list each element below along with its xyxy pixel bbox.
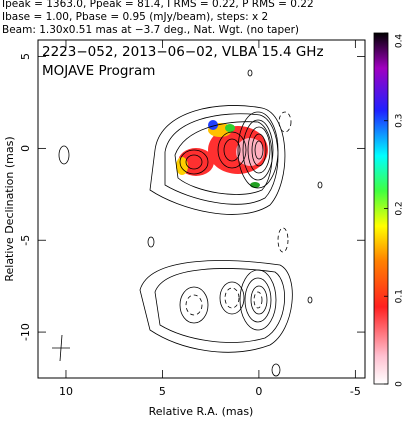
image	[52, 69, 323, 377]
colorbar-tick-label: 0	[395, 381, 405, 387]
x-axis-label: Relative R.A. (mas)	[149, 405, 254, 418]
colorbar-tick-label: 0.1	[395, 289, 405, 303]
contours	[58, 69, 323, 304]
y-axis-label: Relative Declination (mas)	[3, 136, 16, 281]
colorbar-tick-label: 0.4	[395, 34, 405, 49]
x-tick-label: -5	[350, 385, 361, 398]
annotation: MOJAVE Program	[42, 63, 155, 79]
pol-patch	[208, 120, 218, 130]
header-line: Beam: 1.30x0.51 mas at −3.7 deg., Nat. W…	[2, 24, 299, 36]
pol-patch	[250, 182, 260, 188]
x-tick-label: 10	[59, 385, 73, 398]
colorbar-tick-label: 0.2	[395, 201, 405, 215]
x-tick-label: 5	[159, 385, 166, 398]
header-line: Ibase = 1.00, Pbase = 0.95 (mJy/beam), s…	[2, 11, 268, 23]
contours	[139, 260, 293, 377]
y-tick-label: 0	[19, 145, 32, 152]
beam	[59, 334, 63, 362]
plot-frame	[37, 39, 366, 379]
header-line: Ipeak = 1363.0, Ppeak = 81.4, I RMS = 0.…	[2, 0, 314, 10]
y-tick-label: -5	[19, 235, 32, 246]
y-tick-label: 5	[19, 53, 32, 60]
pol-patch	[225, 124, 235, 132]
colorbar-tick-label: 0.3	[395, 114, 405, 128]
y-tick-label: -10	[19, 323, 32, 341]
x-tick-label: 0	[255, 385, 262, 398]
pol-patch	[176, 157, 188, 175]
annotation: 2223−052, 2013−06−02, VLBA 15.4 GHz	[42, 44, 324, 60]
